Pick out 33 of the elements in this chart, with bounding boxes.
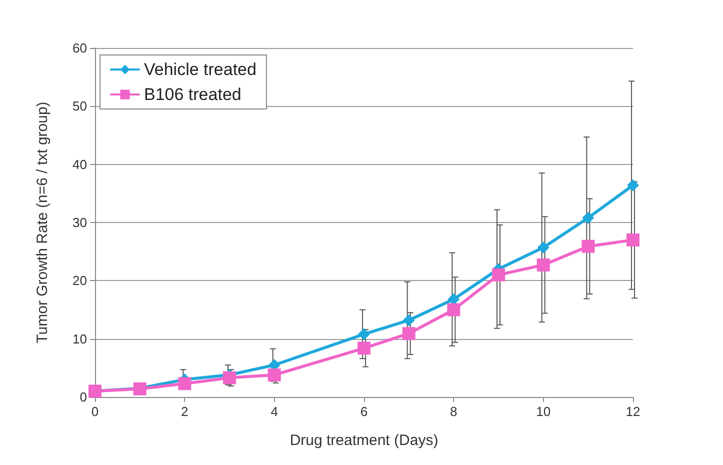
- x-tick-label: 0: [91, 404, 99, 419]
- y-tick-label: 40: [72, 156, 87, 172]
- point: [582, 212, 594, 224]
- point: [402, 314, 415, 326]
- x-tick-label: 4: [270, 404, 278, 419]
- point: [268, 368, 281, 382]
- point: [627, 179, 639, 192]
- point: [402, 327, 416, 340]
- legend-label: Vehicle treated: [144, 60, 256, 79]
- x-tick-label: 6: [360, 404, 368, 419]
- x-axis-title: Drug treatment (Days): [290, 432, 438, 449]
- point: [582, 240, 595, 253]
- y-axis-title: Tumor Growth Rate (n=6 / txt group): [34, 102, 51, 344]
- legend-label: B106 treated: [144, 85, 242, 104]
- point: [447, 303, 460, 316]
- y-tick-label: 0: [80, 390, 87, 404]
- point: [536, 258, 550, 272]
- point: [537, 242, 550, 254]
- y-tick-label: 50: [72, 98, 87, 114]
- x-tick-label: 10: [536, 404, 551, 419]
- point: [358, 328, 370, 340]
- point: [358, 342, 370, 355]
- y-tick-label: 30: [72, 215, 87, 230]
- point: [178, 377, 192, 390]
- y-tick-label: 60: [72, 40, 87, 56]
- point: [626, 233, 640, 246]
- point: [492, 268, 505, 282]
- x-tick-label: 2: [181, 404, 188, 419]
- y-tick-label: 20: [72, 273, 87, 288]
- x-tick-label: 8: [450, 404, 458, 419]
- x-tick-label: 12: [626, 404, 640, 419]
- y-tick-label: 10: [72, 331, 87, 346]
- point: [223, 371, 236, 384]
